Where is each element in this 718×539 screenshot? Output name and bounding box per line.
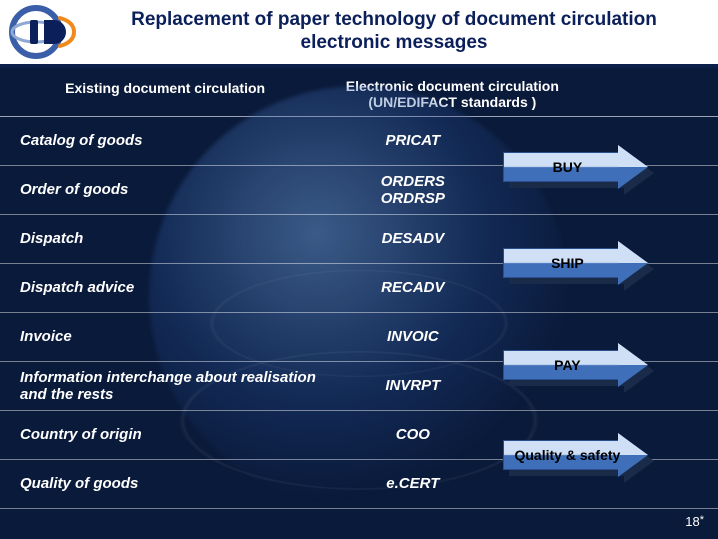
row-code: INVOIC	[330, 328, 495, 345]
row-left-label: Country of origin	[0, 420, 330, 449]
row-code: RECADV	[330, 279, 495, 296]
arrow-label: Quality & safety	[503, 440, 631, 470]
rows-container: Catalog of goodsPRICAT Order of goodsORDE…	[0, 117, 718, 509]
header: Replacement of paper technology of docum…	[0, 0, 718, 68]
process-arrow: SHIP	[503, 241, 653, 285]
row-code: INVRPT	[330, 377, 495, 394]
row-left-label: Order of goods	[0, 175, 330, 204]
arrow-label: BUY	[503, 152, 631, 182]
row-code: ORDERS ORDRSP	[330, 173, 495, 208]
arrow-shape: BUY	[503, 145, 653, 189]
page-number-value: 18	[685, 514, 699, 529]
arrow-label: PAY	[503, 350, 631, 380]
row-left-label: Dispatch advice	[0, 273, 330, 302]
row-code: e.CERT	[330, 475, 495, 492]
slide-title: Replacement of paper technology of docum…	[90, 9, 698, 55]
page-number-suffix: *	[700, 514, 704, 526]
row-code: DESADV	[330, 230, 495, 247]
slide: Replacement of paper technology of docum…	[0, 0, 718, 539]
row-code: COO	[330, 426, 495, 443]
row-left-label: Information interchange about realisatio…	[0, 363, 330, 410]
process-arrow: BUY	[503, 145, 653, 189]
row-left-label: Dispatch	[0, 224, 330, 253]
row-left-label: Catalog of goods	[0, 126, 330, 155]
process-arrow: Quality & safety	[503, 433, 653, 477]
arrow-label: SHIP	[503, 248, 631, 278]
arrow-shape: PAY	[503, 343, 653, 387]
page-number: 18*	[685, 514, 704, 529]
row-code: PRICAT	[330, 132, 495, 149]
arrow-shape: Quality & safety	[503, 433, 653, 477]
logo	[6, 4, 90, 60]
row-left-label: Quality of goods	[0, 469, 330, 498]
logo-icon	[6, 4, 90, 60]
arrow-shape: SHIP	[503, 241, 653, 285]
row-left-label: Invoice	[0, 322, 330, 351]
process-arrow: PAY	[503, 343, 653, 387]
